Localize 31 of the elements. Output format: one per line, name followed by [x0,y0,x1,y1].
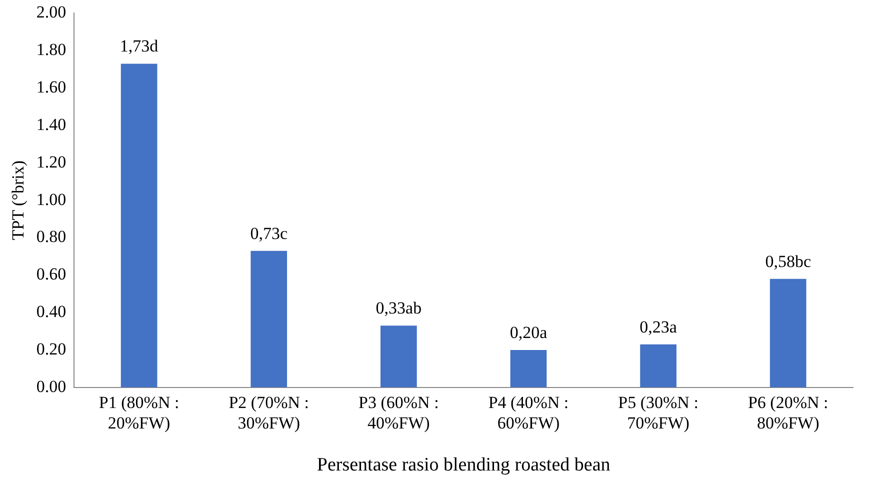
x-tick-label: P1 (80%N : 20%FW) [98,393,180,432]
bar [770,278,806,388]
x-tick-label: P2 (70%N : 30%FW) [228,393,310,432]
y-tick-label: 2.00 [36,2,66,22]
y-tick-label: 1.00 [36,190,66,209]
x-tick-label: P5 (30%N : 70%FW) [618,393,698,432]
y-tick-label: 1.20 [36,152,66,172]
x-tick-label: P3 (60%N : 40%FW) [358,393,439,432]
bar [120,64,158,388]
x-tick-label: P6 (20%N : 80%FW) [748,393,828,432]
y-tick-label: 0.00 [36,376,66,396]
y-axis-title: TPT (°brix) [8,160,28,240]
x-axis-title: Persentase rasio blending roasted bean [316,454,611,476]
data-label: 0,33ab [376,298,422,318]
bar [380,326,417,388]
y-tick-label: 1.80 [36,40,66,60]
y-tick-label: 0.20 [36,339,66,358]
y-tick-label: 0.60 [36,264,66,284]
y-tick-label: 1.60 [36,78,66,97]
y-tick-label: 0.80 [36,227,66,246]
data-label: 0,23a [640,317,678,336]
bar [510,350,547,388]
data-label: 0,20a [510,322,548,342]
data-label: 0,58bc [765,252,812,271]
y-tick-label: 1.40 [36,114,66,134]
bar [250,250,288,388]
bar [640,344,676,388]
data-label: 1,73d [120,36,159,56]
y-tick-label: 0.40 [36,302,66,322]
x-tick-label: P4 (40%N : 60%FW) [488,393,569,432]
data-label: 0,73c [250,224,288,243]
